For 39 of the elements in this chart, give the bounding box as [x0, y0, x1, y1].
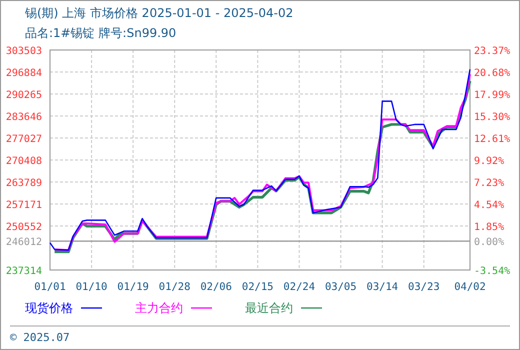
- y2-tick-label: -3.54%: [474, 266, 510, 277]
- x-tick-label: 02/24: [283, 281, 316, 293]
- legend-label: 最近合约: [245, 301, 293, 315]
- x-tick-label: 01/10: [76, 281, 108, 293]
- x-tick-label: 03/23: [408, 281, 440, 293]
- chart-subtitle: 品名:1#锡锭 牌号:Sn99.90: [25, 26, 176, 40]
- y-tick-label: 303503: [6, 46, 42, 57]
- y2-tick-label: 20.68%: [474, 68, 510, 79]
- y-tick-label: 250552: [6, 222, 42, 233]
- x-tick-label: 03/05: [324, 281, 357, 293]
- y-tick-label: 257171: [6, 200, 42, 211]
- legend-label: 主力合约: [135, 301, 183, 315]
- y-tick-label: 277027: [6, 134, 42, 145]
- y-tick-label: 237314: [6, 266, 42, 277]
- y2-tick-label: 23.37%: [474, 46, 510, 57]
- y-tick-label: 296884: [6, 68, 42, 79]
- x-tick-label: 01/28: [158, 281, 190, 293]
- y2-tick-label: 9.92%: [474, 156, 504, 167]
- x-tick-label: 01/19: [117, 281, 149, 293]
- y-tick-label: 270408: [6, 156, 42, 167]
- x-tick-label: 02/06: [200, 281, 232, 293]
- y2-tick-label: 15.30%: [474, 112, 510, 123]
- y-tick-label: 290265: [6, 90, 42, 101]
- y-tick-label: 283646: [6, 112, 42, 123]
- x-tick-label: 02/15: [242, 281, 274, 293]
- x-tick-label: 03/14: [366, 281, 398, 293]
- x-tick-label: 01/01: [34, 281, 66, 293]
- y-tick-label: 246012: [6, 237, 42, 248]
- legend-label: 现货价格: [25, 301, 73, 315]
- y-tick-label: 263789: [6, 178, 42, 189]
- y2-tick-label: 17.99%: [474, 90, 510, 101]
- y2-tick-label: 4.54%: [474, 200, 504, 211]
- x-tick-label: 04/02: [454, 281, 486, 293]
- y2-tick-label: 0.00%: [474, 237, 504, 248]
- y2-tick-label: 1.85%: [474, 222, 504, 233]
- chart-title: 锡(期) 上海 市场价格 2025-01-01 - 2025-04-02: [24, 6, 294, 20]
- text: © 2025.07: [10, 331, 70, 344]
- y2-tick-label: 7.23%: [474, 178, 504, 189]
- y2-tick-label: 12.61%: [474, 134, 510, 145]
